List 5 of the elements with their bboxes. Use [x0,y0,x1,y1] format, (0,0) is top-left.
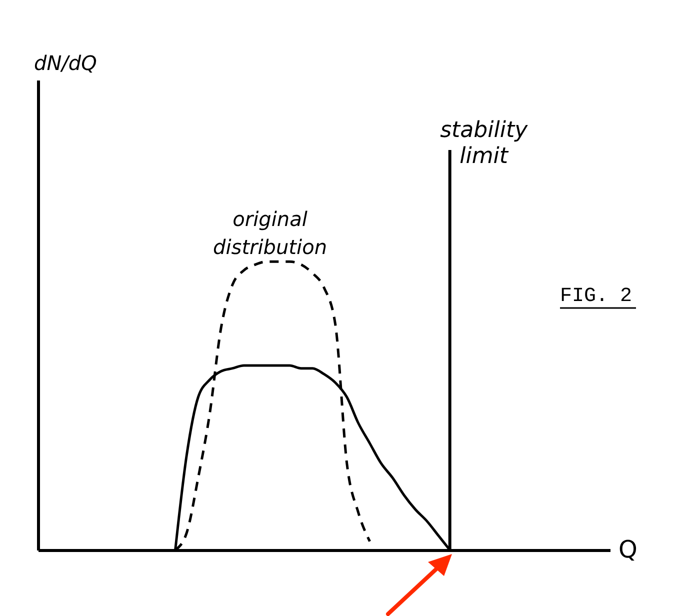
x-axis-title: Q [618,536,638,564]
text: original distribution [213,207,327,259]
text: dN/dQ [34,51,97,75]
text: stability limit [440,118,528,169]
annotation: FIG. 2 [560,285,632,308]
